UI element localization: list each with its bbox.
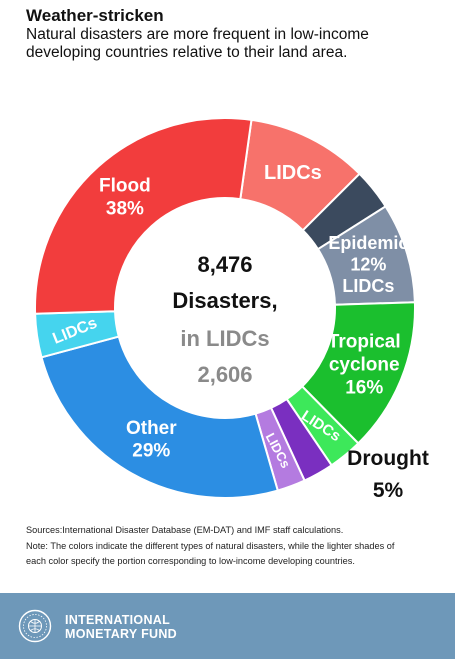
slice-label-line: Epidemic [328, 233, 408, 253]
slice-label-tropical_other: Tropical cyclone 16% [328, 332, 401, 399]
sources-text: Sources:International Disaster Database … [26, 525, 344, 535]
center-lidc-label: in LIDCs [180, 326, 269, 351]
chart-notes: Sources:International Disaster Database … [26, 523, 436, 570]
note-text-line2: each color specify the portion correspon… [26, 556, 355, 566]
slice-label-line: 16% [345, 377, 383, 398]
slice-label-line: Tropical [328, 332, 401, 353]
slice-label-line: Other [126, 418, 177, 439]
outside-label-drought: Drought 5% [347, 447, 429, 502]
org-name-line2: MONETARY FUND [65, 627, 177, 641]
slice-other_other [40, 335, 279, 499]
imf-footer-bar: INTERNATIONAL MONETARY FUND [0, 593, 455, 659]
slice-label-line: 12% [350, 254, 386, 274]
center-total: 8,476 [197, 252, 252, 277]
slice-flood_other [34, 117, 253, 315]
slice-label-other_other: Other 29% [126, 418, 177, 462]
org-name-line1: INTERNATIONAL [65, 613, 171, 627]
imf-logo-text: INTERNATIONAL MONETARY FUND [65, 613, 177, 641]
center-total-label: Disasters, [172, 288, 277, 313]
slice-label-flood_other: Flood 38% [99, 176, 151, 220]
slice-label-line: Flood [99, 176, 151, 197]
note-text-line1: Note: The colors indicate the different … [26, 540, 395, 551]
slice-label-flood_lidc: LIDCs [264, 162, 322, 184]
slice-label-line: 38% [106, 198, 144, 219]
imf-seal-icon [18, 609, 52, 643]
slice-label-line: cyclone [329, 355, 400, 376]
outside-label-line: 5% [373, 479, 404, 502]
slice-label-line: LIDCs [264, 162, 322, 184]
chart-title: Weather-stricken [26, 6, 164, 25]
slice-label-epidemic_lidc: Epidemic 12% LIDCs [328, 233, 408, 296]
outside-label-line: Drought [347, 447, 429, 470]
chart-subtitle: Natural disasters are more frequent in l… [26, 26, 369, 61]
center-lidc-total: 2,606 [197, 362, 252, 387]
slice-label-line: LIDCs [342, 276, 394, 296]
slice-label-line: 29% [132, 441, 170, 462]
